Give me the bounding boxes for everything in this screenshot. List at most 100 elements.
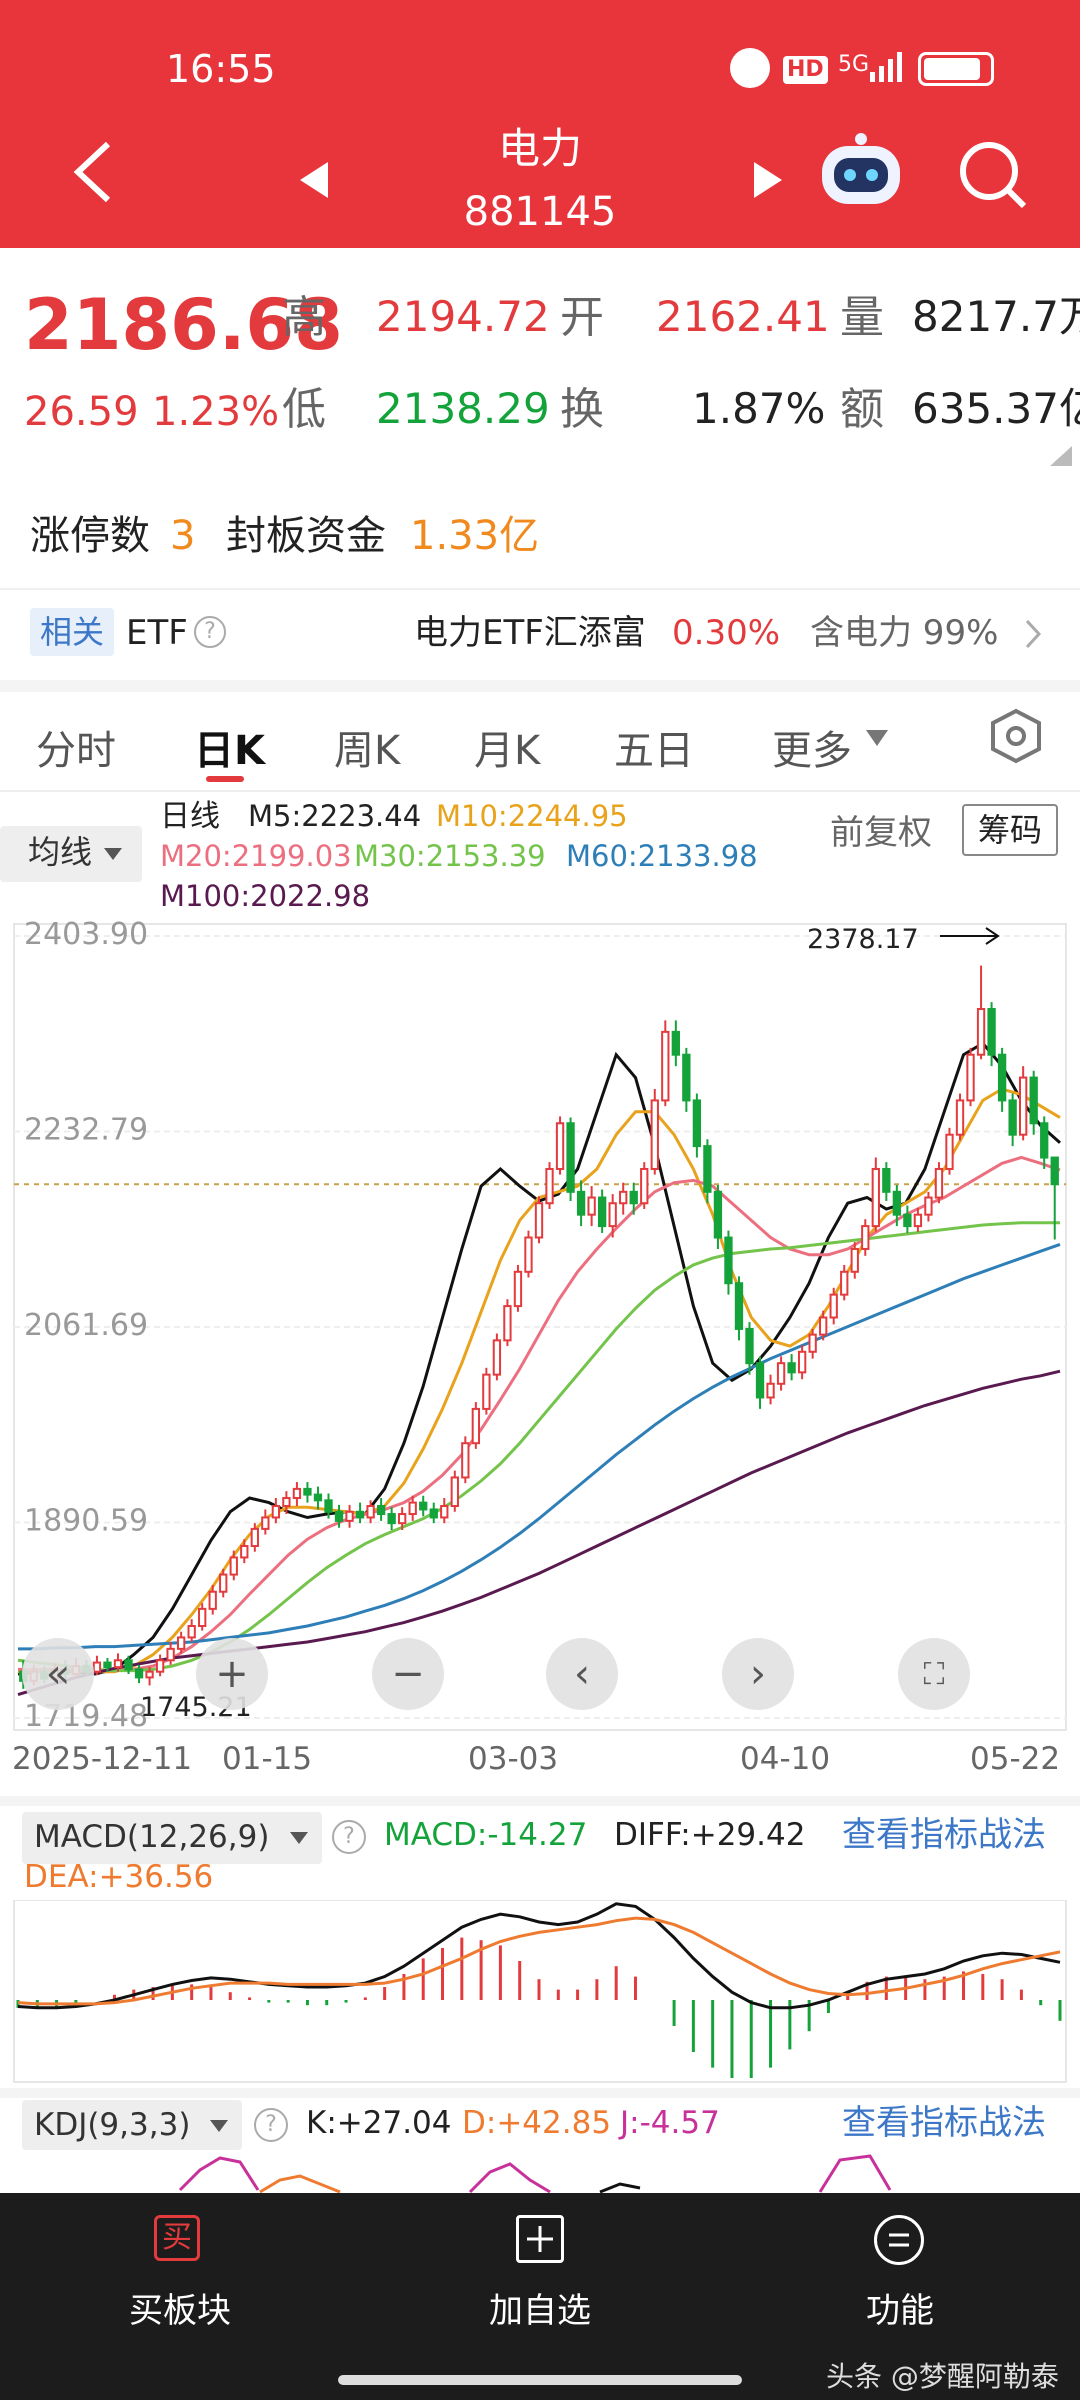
candle — [545, 1167, 554, 1205]
settings-hexagon-icon[interactable] — [988, 708, 1044, 768]
high-value: 2194.72 — [376, 292, 550, 341]
ma-line-m30 — [17, 1221, 1060, 1673]
function-button[interactable]: 功能 — [866, 2291, 934, 2331]
candle — [861, 1225, 870, 1250]
add-icon — [516, 2215, 564, 2263]
candle — [324, 1499, 333, 1513]
ma-line-m20 — [18, 1155, 1061, 1673]
open-value: 2162.41 — [656, 292, 830, 341]
adjust-mode[interactable]: 前复权 — [830, 813, 932, 853]
amount-value: 635.37亿 — [912, 384, 1080, 433]
help-icon[interactable]: ? — [194, 616, 226, 648]
expand-corner-icon[interactable] — [1050, 446, 1072, 470]
candle — [819, 1316, 828, 1336]
related-fund-name[interactable]: 电力ETF汇添富 — [414, 613, 646, 653]
candle — [882, 1167, 891, 1193]
candle — [692, 1099, 702, 1148]
stock-code: 881145 — [463, 189, 617, 235]
next-stock-button[interactable] — [752, 162, 782, 202]
candle — [619, 1190, 628, 1205]
macd-chart[interactable] — [0, 1900, 1080, 2086]
chips-button[interactable]: 筹码 — [962, 804, 1059, 856]
kdj-chart[interactable] — [0, 2150, 1080, 2194]
candle — [155, 1659, 165, 1673]
tab-daily-k[interactable]: 日K — [194, 728, 265, 774]
open-label: 开 — [560, 292, 604, 343]
tab-intraday[interactable]: 分时 — [36, 728, 116, 774]
buy-icon: 买 — [154, 2215, 200, 2261]
prev-stock-button[interactable] — [300, 162, 330, 202]
high-label: 高 — [282, 292, 326, 343]
macd-dropdown[interactable]: MACD(12,26,9) — [22, 1812, 322, 1864]
candle — [924, 1196, 933, 1216]
scroll-left-fast-button[interactable]: « — [22, 1638, 94, 1710]
m30-value: M30:2153.39 — [354, 839, 546, 873]
kdj-strategy-link[interactable]: 查看指标战法 — [842, 2103, 1046, 2143]
search-icon[interactable] — [958, 140, 1028, 214]
ma-line-m10 — [18, 1087, 1061, 1674]
turnover-value: 1.87% — [692, 384, 826, 433]
candle — [461, 1442, 470, 1479]
caret-down-icon — [104, 848, 122, 860]
help-icon[interactable]: ? — [332, 1820, 366, 1854]
etf-label[interactable]: ETF — [126, 613, 188, 653]
candle — [429, 1508, 438, 1519]
add-watchlist-button[interactable]: 加自选 — [489, 2291, 591, 2331]
related-contain: 含电力 99% — [810, 613, 999, 653]
candle — [261, 1516, 270, 1530]
battery-icon — [918, 52, 994, 86]
fullscreen-button[interactable]: ⛶ — [898, 1638, 970, 1710]
candle — [471, 1407, 481, 1445]
ma-type-label: 日线 — [160, 799, 220, 834]
back-button[interactable] — [70, 140, 114, 208]
tab-monthly-k[interactable]: 月K — [474, 728, 541, 774]
candle — [440, 1505, 449, 1519]
candle — [787, 1362, 796, 1374]
zoom-in-button[interactable]: + — [196, 1638, 268, 1710]
low-label: 低 — [282, 384, 326, 435]
candle — [934, 1167, 944, 1199]
x-tick-label: 05-22 — [970, 1741, 1061, 1777]
candle — [187, 1625, 196, 1639]
candle — [703, 1145, 712, 1193]
hd-icon: HD — [783, 56, 828, 84]
candle — [1019, 1076, 1028, 1136]
candle — [808, 1333, 817, 1353]
buy-sector-button[interactable]: 买板块 — [129, 2291, 231, 2331]
candle — [892, 1190, 902, 1216]
candle — [419, 1501, 428, 1511]
zoom-out-button[interactable]: − — [372, 1638, 444, 1710]
seal-fund-value: 1.33亿 — [410, 513, 540, 559]
seal-fund-label: 封板资金 — [226, 513, 386, 559]
chevron-right-icon[interactable] — [1024, 618, 1042, 654]
alarm-icon — [730, 48, 770, 88]
limit-up-count: 3 — [170, 513, 196, 559]
macd-strategy-link[interactable]: 查看指标战法 — [842, 1815, 1046, 1855]
kdj-dropdown[interactable]: KDJ(9,3,3) — [22, 2100, 242, 2150]
active-tab-indicator — [206, 776, 244, 782]
diff-value: DIFF:+29.42 — [614, 1817, 806, 1853]
amount-label: 额 — [840, 384, 884, 435]
scroll-right-button[interactable]: › — [722, 1638, 794, 1710]
robot-assistant-icon[interactable] — [818, 132, 904, 212]
ma-line-m60 — [18, 1242, 1061, 1651]
status-time: 16:55 — [166, 47, 276, 91]
y-tick-label: 2403.90 — [24, 918, 148, 952]
candle — [1050, 1156, 1059, 1186]
help-icon[interactable]: ? — [254, 2108, 288, 2142]
candle — [755, 1362, 765, 1399]
candle — [176, 1636, 186, 1650]
candle — [134, 1668, 144, 1679]
candle — [103, 1661, 112, 1669]
candle — [955, 1099, 965, 1136]
m100-value: M100:2022.98 — [160, 879, 371, 913]
tab-more[interactable]: 更多 — [772, 728, 852, 774]
section-gap — [0, 2088, 1080, 2098]
scroll-left-button[interactable]: ‹ — [546, 1638, 618, 1710]
related-fund-pct: 0.30% — [672, 613, 781, 653]
ma-dropdown[interactable]: 均线 — [0, 826, 142, 882]
candle — [576, 1190, 586, 1216]
tab-weekly-k[interactable]: 周K — [334, 728, 401, 774]
tab-five-day[interactable]: 五日 — [614, 728, 694, 774]
